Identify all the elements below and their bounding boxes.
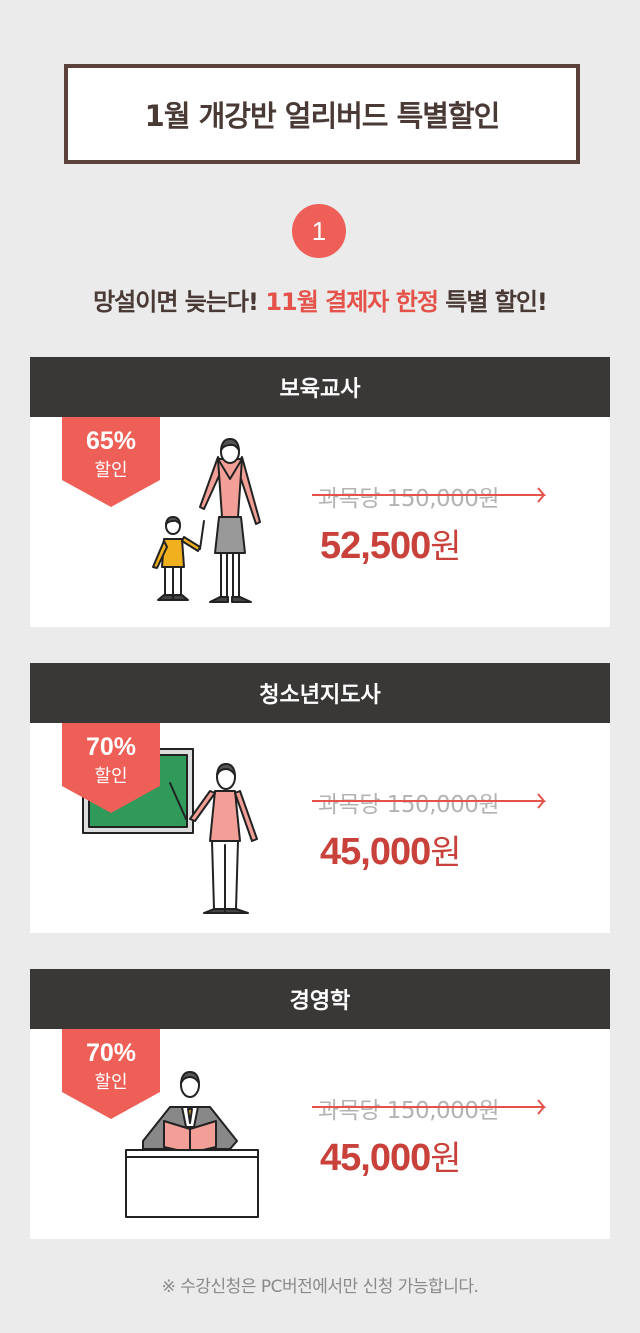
price-unit: 원 (430, 527, 461, 567)
card-body: 65% 할인 과목당 150,000원 52,500원 (30, 417, 610, 627)
original-price: 과목당 150,000원 (318, 486, 500, 512)
strikethrough-arrow-icon (312, 487, 547, 503)
price-unit: 원 (430, 1139, 461, 1179)
discount-percent: 70% (85, 733, 137, 761)
step-number: 1 (311, 215, 327, 246)
man-reading-at-desk-icon (125, 1071, 259, 1218)
discount-label: 할인 (94, 766, 128, 787)
discount-label: 할인 (94, 460, 128, 481)
sale-price: 45,000원 (320, 825, 462, 874)
step-number-badge: 1 (292, 204, 346, 258)
card-body: 70% 할인 과목당 150,000원 45,000원 (30, 1029, 610, 1239)
teacher-with-child-icon (152, 438, 261, 603)
sale-price: 52,500원 (320, 519, 462, 568)
card-title: 청소년지도사 (259, 683, 381, 708)
page-title: 1월 개강반 얼리버드 특별할인 (144, 99, 501, 133)
strikethrough-arrow-icon (312, 793, 547, 809)
subtitle-text-1: 망설이면 늦는다! (93, 288, 266, 316)
price-number: 45,000 (320, 1137, 431, 1179)
card-header: 경영학 (30, 969, 610, 1029)
original-price: 과목당 150,000원 (318, 792, 500, 818)
card-title: 보육교사 (279, 377, 361, 402)
subtitle-highlight: 11월 결제자 한정 (265, 288, 439, 316)
card-title: 경영학 (289, 989, 351, 1014)
subtitle-text-2: 특별 할인! (437, 288, 548, 316)
sale-price: 45,000원 (320, 1131, 462, 1180)
strikethrough-arrow-icon (312, 1099, 547, 1115)
promo-subtitle: 망설이면 늦는다! 11월 결제자 한정 특별 할인! (0, 282, 640, 317)
course-card-childcare: 보육교사 (30, 357, 610, 627)
price-number: 52,500 (320, 525, 431, 567)
discount-percent: 65% (85, 427, 137, 455)
card-body: 70% 할인 과목당 150,000원 45,000원 (30, 723, 610, 933)
course-card-youth-counselor: 청소년지도사 70% 할인 과목당 150,000원 (30, 663, 610, 933)
card-header: 청소년지도사 (30, 663, 610, 723)
card-header: 보육교사 (30, 357, 610, 417)
discount-label: 할인 (94, 1072, 128, 1093)
price-number: 45,000 (320, 831, 431, 873)
course-card-business: 경영학 70% 할인 과목당 150,000원 45,000원 (30, 969, 610, 1239)
discount-percent: 70% (85, 1039, 137, 1067)
footnote: ※ 수강신청은 PC버전에서만 신청 가능합니다. (161, 1277, 479, 1297)
original-price: 과목당 150,000원 (318, 1098, 500, 1124)
title-box: 1월 개강반 얼리버드 특별할인 (64, 64, 580, 164)
price-unit: 원 (430, 833, 461, 873)
